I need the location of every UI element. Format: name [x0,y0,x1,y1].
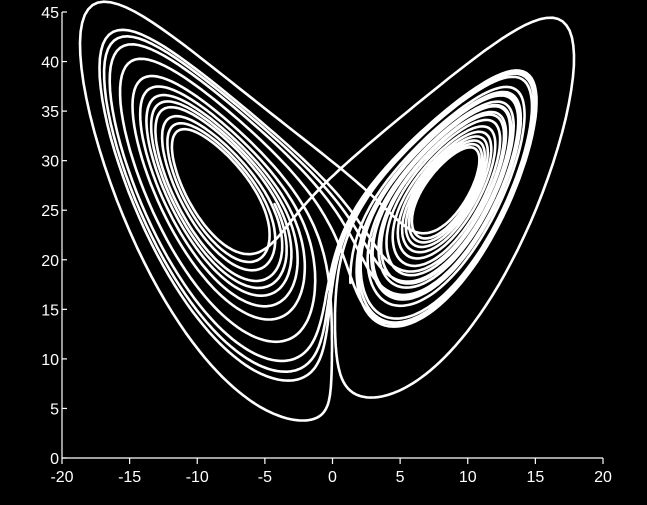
y-tick-label: 35 [41,104,59,121]
x-tick-label: 10 [459,469,477,486]
y-tick-label: 30 [41,154,59,171]
x-tick-label: -10 [186,469,209,486]
y-axis: 0 5 10 15 20 25 30 35 40 45 [41,5,67,468]
y-tick-label: 40 [41,55,59,72]
x-tick-label: 20 [594,469,612,486]
y-tick-label: 15 [41,302,59,319]
y-tick-label: 25 [41,203,59,220]
y-tick-label: 0 [50,451,59,468]
x-tick-label: -15 [118,469,141,486]
x-tick-label: 0 [328,469,337,486]
y-tick-label: 45 [41,5,59,22]
plot-area [78,0,576,422]
y-tick-label: 5 [50,401,59,418]
attractor-series-line [78,0,576,422]
x-tick-label: -5 [258,469,272,486]
x-tick-label: -20 [50,469,73,486]
y-tick-label: 10 [41,352,59,369]
x-tick-label: 5 [396,469,405,486]
y-tick-label: 20 [41,253,59,270]
x-tick-label: 15 [526,469,544,486]
x-axis: -20 -15 -10 -5 0 5 10 15 20 [50,457,612,486]
